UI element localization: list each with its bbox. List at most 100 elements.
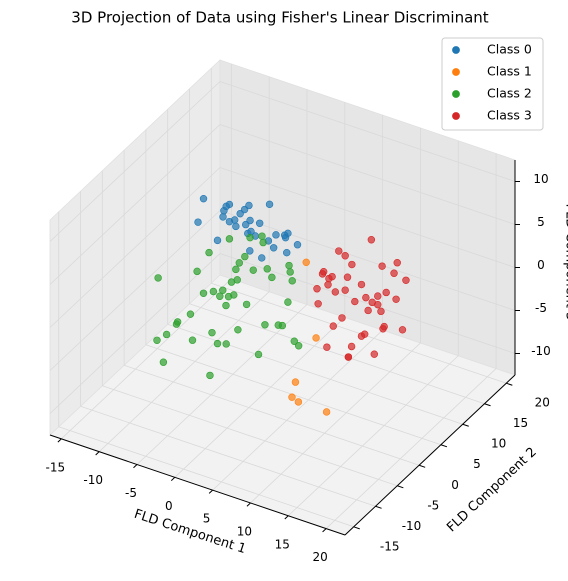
point [274,321,282,329]
point [261,321,269,329]
point [288,393,296,401]
grid-line [49,167,221,328]
tick-mark [208,489,213,494]
point [230,216,239,224]
legend-label: Class 1 [487,64,532,79]
point [377,307,385,316]
tick-mark [322,528,327,533]
tick-mark [462,423,469,427]
legend-marker [452,68,460,76]
point [280,231,289,239]
point [209,287,218,296]
grid-line [219,124,516,225]
point [186,310,195,318]
point [283,248,291,257]
grid-line [219,81,516,182]
point [241,252,249,261]
point [284,298,292,306]
point [291,378,300,386]
point [258,254,266,262]
grid-line [58,426,354,528]
point [255,219,264,227]
point [382,288,390,297]
grid-line [49,81,221,242]
tick-mark [484,403,491,407]
z-tick-label: 5 [537,215,545,229]
point [213,339,222,348]
tick-mark [418,464,426,468]
y-tick-label: -15 [380,539,400,553]
point [313,285,321,293]
x-axis-label: FLD Component 1 [132,507,248,557]
point [236,209,244,218]
point [224,292,233,301]
point [290,337,298,345]
grid-line [136,304,308,465]
grid-line [98,291,270,452]
point [341,252,349,260]
point [213,236,222,245]
grid-line [123,364,420,466]
legend-box [441,37,544,131]
tick-mark [353,526,360,530]
point [390,269,398,277]
point [199,289,208,297]
x-tick-label: -15 [46,460,66,474]
point [193,267,201,276]
grid-line [49,253,221,414]
x-tick-label: 5 [203,512,211,526]
point [249,266,257,274]
grid-line [287,355,459,517]
point [259,238,267,247]
point [338,314,346,322]
point [314,300,322,308]
tick-mark [440,444,448,448]
point [348,260,356,269]
grid-line [189,303,485,405]
point [357,332,366,340]
point [341,286,349,294]
legend-marker [452,90,460,98]
point [325,274,333,283]
point [323,343,331,351]
point [294,398,303,406]
point [392,295,400,303]
tick-mark [284,515,289,520]
grid-line [219,167,516,268]
y-tick-label: 20 [535,396,550,410]
point [172,320,181,328]
point [242,300,251,309]
point [258,232,266,240]
point [254,350,263,359]
point [219,286,227,294]
point [329,322,337,330]
x-tick-label: 15 [275,537,290,551]
point [220,207,228,215]
legend-label: Class 0 [487,42,532,57]
tick-mark [95,451,100,456]
tick-mark [375,505,382,509]
point [357,280,366,289]
z-axis-label: FLD Component 3 [563,204,568,321]
point [362,293,370,302]
point [245,201,253,210]
legend-marker [452,46,460,54]
point [286,268,294,276]
tick-mark [246,502,251,507]
point [225,200,234,209]
z-tick-label: 0 [537,258,545,272]
point [374,292,382,300]
point [265,200,274,209]
legend-marker [452,112,460,120]
x-tick-label: -10 [83,473,103,487]
point [194,218,202,226]
z-tick-label: 10 [533,172,548,186]
y-tick-label: 15 [513,416,528,430]
point [344,353,353,361]
point [331,288,340,296]
grid-line [219,210,516,311]
point [246,247,254,255]
point [199,194,208,203]
point [153,336,161,344]
